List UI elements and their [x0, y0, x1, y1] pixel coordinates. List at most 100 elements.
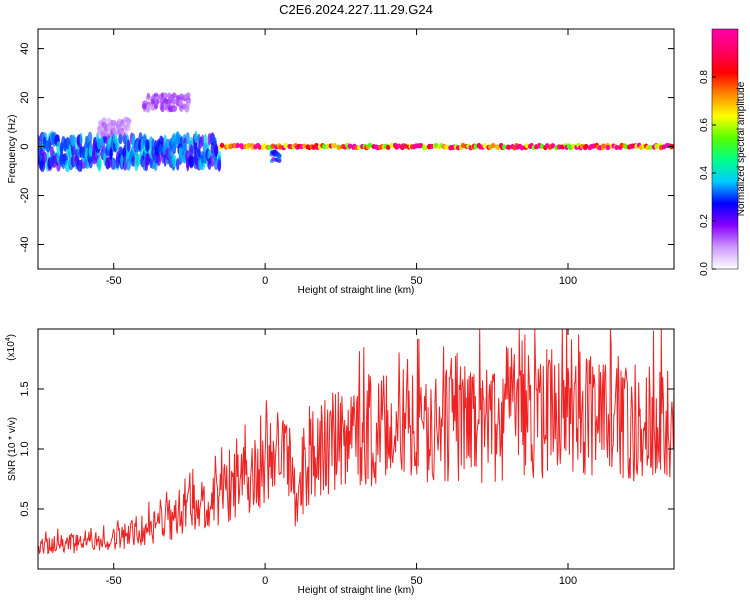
heatmap-cell: [201, 134, 205, 147]
snr-x-tick-label: 100: [559, 575, 577, 587]
heatmap-cell: [110, 157, 117, 170]
colorbar-tick-label: 0.4: [699, 166, 710, 180]
spectrogram-x-axis: -50 0 50 100: [106, 29, 577, 287]
heatmap-cell: [519, 145, 525, 151]
heatmap-cell: [79, 132, 83, 145]
heatmap-cell: [171, 98, 177, 105]
heatmap-cell: [283, 142, 289, 149]
snr-y-label: SNR (10 * v/v): [7, 417, 18, 481]
colorbar-tick-label: 0.8: [699, 70, 710, 84]
heatmap-cell: [550, 143, 556, 149]
heatmap-cell: [98, 120, 102, 127]
heatmap-cell: [101, 117, 108, 124]
heatmap-cell: [460, 142, 466, 148]
heatmap-cell: [367, 142, 373, 149]
heatmap-cell: [151, 138, 155, 151]
heatmap-cell: [277, 156, 282, 161]
snr-x-tick-label: -50: [106, 575, 122, 587]
heatmap-cell: [171, 154, 177, 168]
heatmap-cell: [219, 142, 225, 148]
spectrogram-y-label: Frequency (Hz): [7, 115, 18, 184]
heatmap-cell: [583, 143, 589, 150]
heatmap-cell: [176, 100, 180, 107]
heatmap-cell: [246, 142, 252, 149]
snr-x-axis: -50 0 50 100: [106, 329, 577, 587]
spectrogram-x-label: Height of straight line (km): [298, 285, 415, 296]
colorbar-tick-label: 0.6: [699, 118, 710, 132]
snr-y-tick-label: 1.5: [19, 381, 31, 396]
snr-scale-label: (x104): [5, 334, 17, 361]
heatmap-cell: [145, 139, 150, 153]
snr-y-tick-label: 0.5: [19, 501, 31, 516]
heatmap-cell: [422, 145, 428, 151]
chart-title: C2E6.2024.227.11.29.G24: [279, 2, 433, 17]
heatmap-cell: [482, 143, 488, 149]
heatmap-cell: [156, 153, 162, 167]
snr-x-tick-label: 0: [262, 575, 268, 587]
heatmap-cell: [277, 153, 282, 158]
spectrogram-y-axis: -40 -20 0 20 40: [19, 42, 674, 252]
spectrogram-y-tick-label: 40: [19, 42, 31, 54]
colorbar-tick-label: 0.2: [699, 214, 710, 228]
heatmap-cell: [171, 92, 177, 99]
heatmap-cell: [336, 144, 342, 151]
heatmap-cell: [235, 142, 240, 149]
spectrogram-x-tick-label: 50: [410, 275, 422, 287]
heatmap-cell: [112, 127, 116, 134]
heatmap-cell: [213, 144, 219, 157]
heatmap-cell: [120, 121, 126, 128]
heatmap-cell: [647, 144, 653, 150]
heatmap-cell: [347, 143, 353, 149]
heatmap-cell: [444, 144, 450, 150]
heatmap-cell: [560, 144, 565, 150]
spectrogram-heatmap: [38, 92, 674, 173]
heatmap-cell: [172, 106, 177, 113]
spectrogram-x-tick-label: 0: [262, 275, 268, 287]
heatmap-cell: [217, 159, 221, 172]
heatmap-cell: [188, 155, 195, 168]
heatmap-cell: [115, 137, 120, 151]
heatmap-cell: [257, 144, 263, 150]
heatmap-cell: [126, 121, 131, 128]
heatmap-cell: [385, 144, 391, 150]
spectrogram-x-tick-label: 100: [559, 275, 577, 287]
heatmap-cell: [332, 143, 337, 149]
spectrogram-x-tick-label: -50: [106, 275, 122, 287]
heatmap-cell: [126, 139, 131, 152]
heatmap-cell: [89, 146, 93, 159]
heatmap-cell: [429, 143, 435, 149]
heatmap-cell: [109, 148, 113, 161]
colorbar: 0.0 0.2 0.4 0.6 0.8 Normalized spectral ampl…: [699, 28, 747, 276]
heatmap-cell: [189, 144, 194, 157]
spectrogram-y-tick-label: 20: [19, 91, 31, 103]
heatmap-cell: [185, 99, 191, 106]
snr-scale-exponent: 4: [5, 337, 12, 341]
heatmap-cell: [41, 151, 48, 164]
heatmap-cell: [155, 98, 160, 105]
heatmap-cell: [194, 140, 198, 154]
heatmap-cell: [490, 142, 496, 149]
spectrogram-y-tick-label: 0: [19, 143, 31, 149]
snr-x-tick-label: 50: [410, 575, 422, 587]
heatmap-cell: [145, 152, 150, 166]
colorbar-bar: [711, 28, 739, 270]
heatmap-cell: [654, 143, 659, 149]
heatmap-cell: [97, 159, 102, 172]
snr-series-line: [38, 329, 674, 555]
snr-x-label: Height of straight line (km): [298, 585, 415, 596]
heatmap-cell: [162, 92, 169, 99]
heatmap-cell: [146, 103, 151, 110]
heatmap-cell: [184, 106, 190, 113]
heatmap-cell: [601, 143, 606, 149]
heatmap-cell: [502, 144, 507, 150]
heatmap-cell: [87, 131, 93, 144]
heatmap-cell: [146, 92, 151, 99]
heatmap-cell: [124, 129, 128, 136]
heatmap-cell: [322, 143, 327, 150]
heatmap-cell: [104, 130, 109, 137]
snr-y-axis: 0.5 1.0 1.5: [19, 381, 674, 517]
spectrogram-frame: [37, 28, 675, 270]
heatmap-cell: [179, 99, 184, 106]
heatmap-cell: [56, 141, 61, 154]
